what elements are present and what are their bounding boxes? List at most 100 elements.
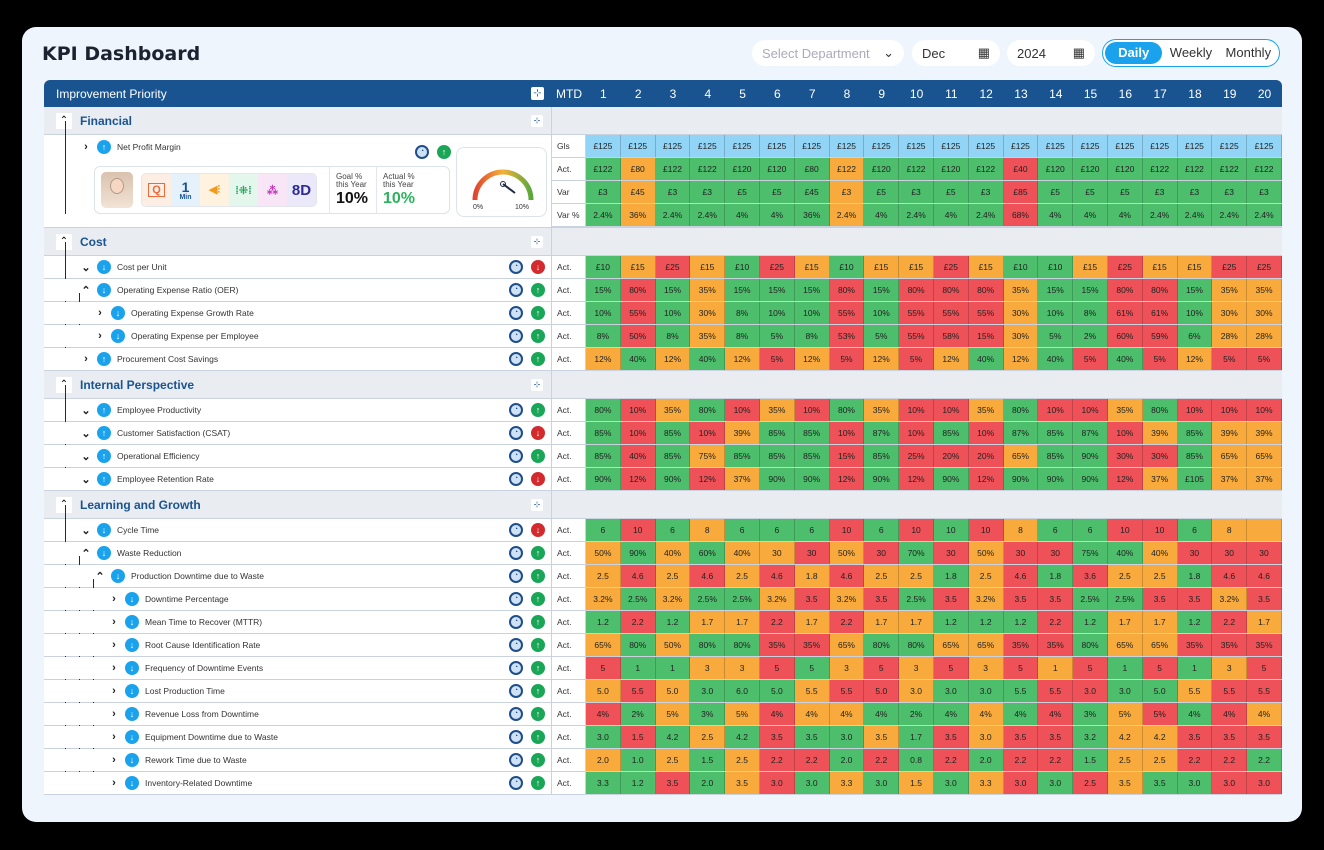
value-cell[interactable]: 15% [968,325,1004,347]
chevron-down-icon[interactable]: ⌄ [81,524,91,537]
value-cell[interactable]: £125 [725,135,760,157]
value-cell[interactable]: 3.5 [794,588,830,610]
chevron-down-icon[interactable]: ⌄ [81,261,91,274]
gauge-icon[interactable]: ◔ [509,684,523,698]
value-cell[interactable]: 6% [1177,325,1213,347]
value-cell[interactable]: 4% [1247,703,1282,725]
value-cell[interactable]: 60% [690,542,726,564]
value-cell[interactable]: 80% [725,634,760,656]
value-cell[interactable]: 30% [1003,325,1039,347]
value-cell[interactable]: £125 [864,135,900,157]
value-cell[interactable]: 80% [1142,399,1178,421]
value-cell[interactable]: 35% [690,279,726,301]
value-cell[interactable]: 3.5 [864,588,900,610]
value-cell[interactable]: 3.5 [1038,726,1074,748]
value-cell[interactable]: 85% [864,445,900,467]
value-cell[interactable]: 90% [620,542,656,564]
value-cell[interactable]: 4% [725,204,760,226]
value-cell[interactable]: 39% [725,422,760,444]
value-cell[interactable]: 90% [1073,445,1108,467]
value-cell[interactable]: 5 [864,657,900,679]
gauge-icon[interactable]: ◔ [415,145,429,159]
value-cell[interactable]: 1.5 [620,726,656,748]
value-cell[interactable]: 40% [690,348,726,370]
value-cell[interactable]: £3 [655,181,691,203]
year-picker[interactable]: 2024 ▦ [1007,40,1095,66]
value-cell[interactable]: £3 [690,181,726,203]
value-cell[interactable]: £105 [1177,468,1213,490]
period-monthly[interactable]: Monthly [1225,45,1272,60]
value-cell[interactable]: £80 [620,158,656,180]
value-cell[interactable]: 4% [1212,703,1248,725]
value-cell[interactable]: 3.0 [933,772,969,794]
gauge-icon[interactable]: ◔ [509,615,523,629]
value-cell[interactable]: 2.0 [968,749,1004,771]
value-cell[interactable]: £5 [1073,181,1108,203]
value-cell[interactable]: 6 [794,519,830,541]
value-cell[interactable]: 30 [933,542,969,564]
value-cell[interactable]: 1.2 [586,611,621,633]
value-cell[interactable]: 85% [1177,445,1213,467]
value-cell[interactable]: 3.5 [1142,588,1178,610]
network-icon[interactable]: ⁂ [258,174,287,206]
value-cell[interactable]: 10% [1107,422,1143,444]
value-cell[interactable]: 65% [968,634,1004,656]
value-cell[interactable]: 85% [933,422,969,444]
value-cell[interactable]: 3.5 [759,726,795,748]
value-cell[interactable]: 2.2 [933,749,969,771]
value-cell[interactable]: 25% [899,445,934,467]
value-cell[interactable]: 65% [829,634,865,656]
value-cell[interactable]: 5.5 [620,680,656,702]
value-cell[interactable]: 4% [586,703,621,725]
value-cell[interactable]: 3.5 [1212,726,1248,748]
value-cell[interactable]: 35% [1247,279,1282,301]
value-cell[interactable]: 87% [1003,422,1039,444]
value-cell[interactable]: 5 [1003,657,1039,679]
value-cell[interactable]: 3 [899,657,934,679]
value-cell[interactable]: 4% [864,703,900,725]
value-cell[interactable]: 2.5 [1107,749,1143,771]
value-cell[interactable]: 53% [829,325,865,347]
value-cell[interactable]: 10% [1177,399,1213,421]
value-cell[interactable]: £122 [690,158,726,180]
value-cell[interactable]: 5.0 [864,680,900,702]
value-cell[interactable]: 2.5 [1073,772,1108,794]
value-cell[interactable]: 10% [899,399,934,421]
value-cell[interactable]: £3 [1247,181,1282,203]
value-cell[interactable]: 6 [1177,519,1213,541]
value-cell[interactable]: 80% [829,279,865,301]
value-cell[interactable]: £125 [620,135,656,157]
value-cell[interactable]: 4% [829,703,865,725]
value-cell[interactable]: 3.5 [1247,588,1282,610]
value-cell[interactable]: 35% [759,399,795,421]
value-cell[interactable]: 30 [1177,542,1213,564]
value-cell[interactable]: 80% [690,399,726,421]
value-cell[interactable]: 3.5 [655,772,691,794]
value-cell[interactable]: 1 [1107,657,1143,679]
value-cell[interactable]: £45 [794,181,830,203]
value-cell[interactable]: 1.2 [1073,611,1108,633]
value-cell[interactable]: 5% [1038,325,1074,347]
collapse-icon[interactable]: ⊹ [531,114,543,127]
value-cell[interactable]: 30% [1142,445,1178,467]
value-cell[interactable]: 20% [933,445,969,467]
value-cell[interactable]: £25 [1107,256,1143,278]
chevron-right-icon[interactable]: › [112,639,116,651]
value-cell[interactable]: 10% [864,302,900,324]
value-cell[interactable]: 2.5 [725,565,760,587]
gauge-icon[interactable]: ◔ [509,283,523,297]
chevron-up-icon[interactable]: ⌃ [56,112,72,129]
value-cell[interactable]: 1 [620,657,656,679]
value-cell[interactable]: 55% [899,302,934,324]
value-cell[interactable]: 5% [1107,703,1143,725]
value-cell[interactable]: 3.0 [968,726,1004,748]
value-cell[interactable]: 12% [933,348,969,370]
value-cell[interactable]: 12% [1107,468,1143,490]
value-cell[interactable]: 10 [1107,519,1143,541]
value-cell[interactable]: 30 [794,542,830,564]
value-cell[interactable]: 90% [1073,468,1108,490]
value-cell[interactable]: 5% [1073,348,1108,370]
value-cell[interactable]: 5.0 [1142,680,1178,702]
value-cell[interactable]: £15 [864,256,900,278]
value-cell[interactable]: 40% [1107,348,1143,370]
